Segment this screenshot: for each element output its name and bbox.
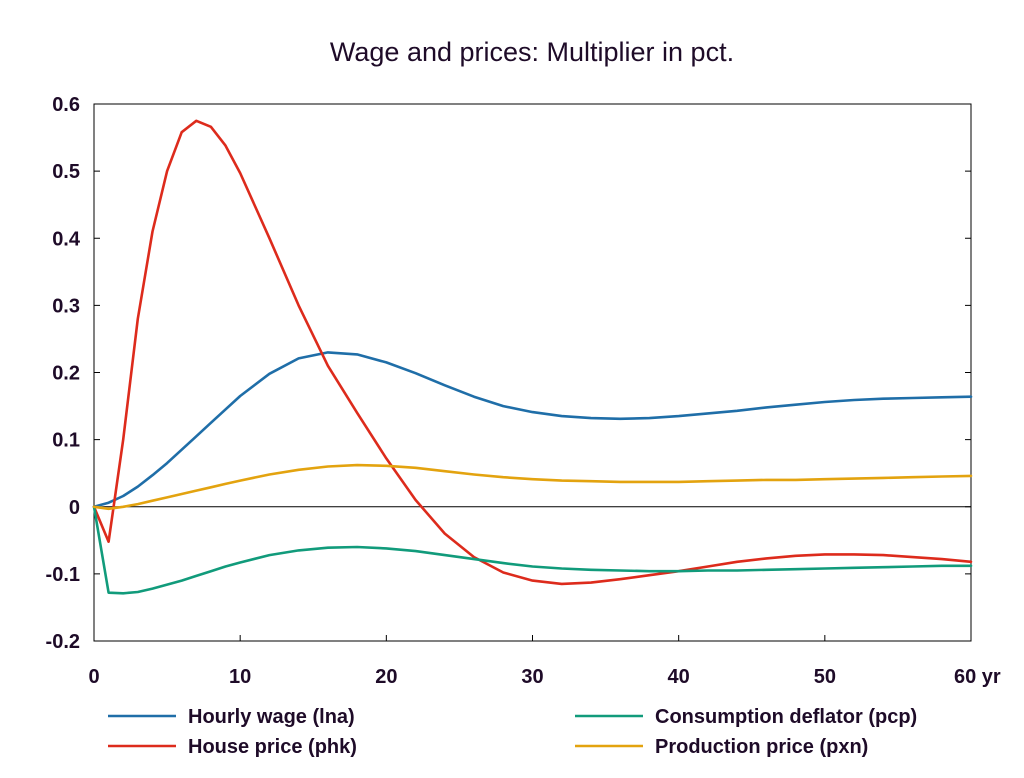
plot-frame [93, 103, 972, 642]
y-tick-label: -0.2 [46, 631, 80, 653]
y-tick-label: 0.4 [52, 228, 81, 250]
y-tick-label: 0.6 [52, 94, 80, 116]
legend-label: Consumption deflator (pcp) [655, 706, 917, 728]
y-tick-label: 0.2 [52, 363, 80, 385]
y-tick-label: 0.1 [52, 430, 80, 452]
plot-border [93, 103, 972, 642]
series-line-consumption-deflator-pcp [92, 505, 973, 595]
chart-title: Wage and prices: Multiplier in pct. [330, 37, 734, 67]
x-tick-label: 40 [668, 666, 690, 688]
x-tick-label: 20 [375, 666, 397, 688]
y-tick-label: 0.5 [52, 161, 80, 183]
legend-label: Production price (pxn) [655, 736, 868, 758]
x-tick-label: 50 [814, 666, 836, 688]
series-line-hourly-wage-lna [92, 351, 973, 509]
series-lines [92, 119, 973, 595]
x-tick-label: 10 [229, 666, 251, 688]
x-axis-ticks: 0 10 20 30 40 50 60 yr [88, 635, 1001, 688]
legend-label: Hourly wage (lna) [188, 706, 355, 728]
x-tick-label: 0 [88, 666, 99, 688]
y-axis-ticks: -0.2 -0.1 0 0.1 0.2 0.3 0.4 0.5 0.6 [46, 94, 971, 653]
y-tick-label: 0 [69, 497, 80, 519]
x-tick-label: 60 yr [954, 666, 1001, 688]
x-tick-label: 30 [521, 666, 543, 688]
y-tick-label: -0.1 [46, 564, 80, 586]
series-line-house-price-phk [92, 119, 973, 586]
y-tick-label: 0.3 [52, 295, 80, 317]
legend-label: House price (phk) [188, 736, 357, 758]
series-line-production-price-pxn [92, 463, 973, 511]
legend: Hourly wage (lna) House price (phk) Consum… [108, 706, 917, 758]
